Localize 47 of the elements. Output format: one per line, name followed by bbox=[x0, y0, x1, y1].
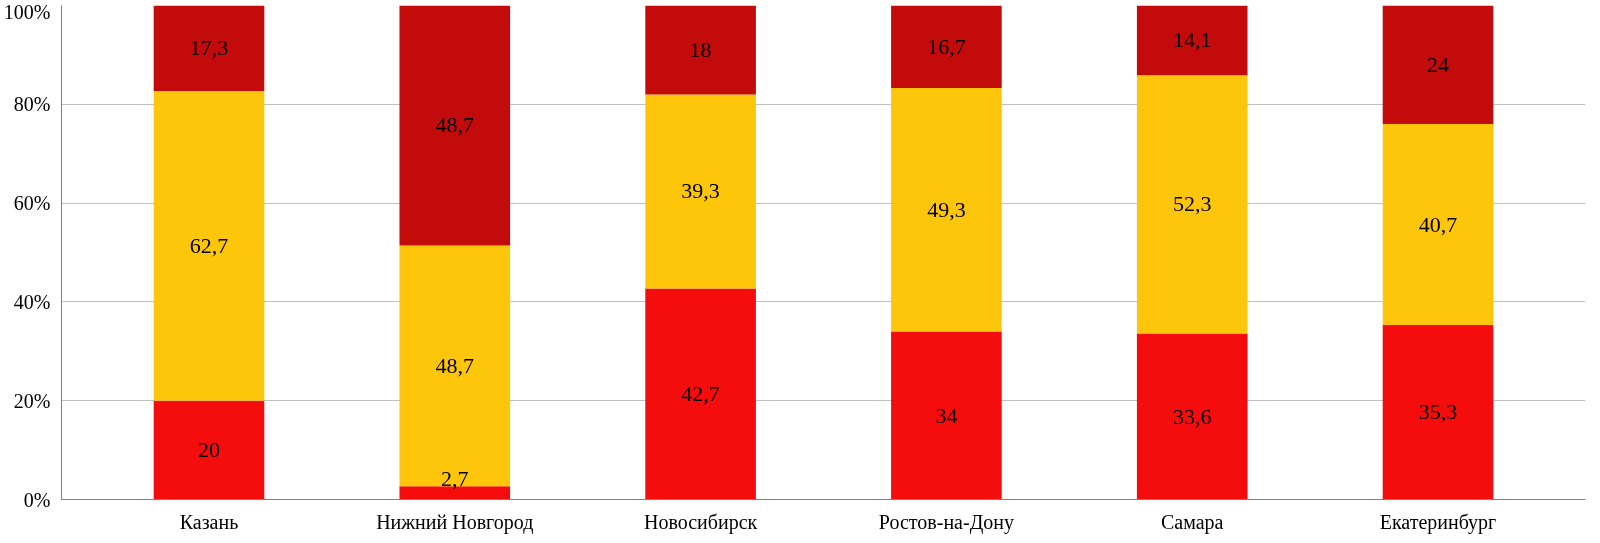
bar bbox=[891, 331, 1002, 500]
data-label: 18 bbox=[689, 36, 712, 62]
bar bbox=[645, 94, 756, 289]
y-tick-label: 20% bbox=[13, 389, 51, 412]
x-tick-label: Казань bbox=[179, 510, 239, 533]
data-label: 48,7 bbox=[435, 352, 475, 378]
bar bbox=[645, 288, 756, 500]
bar bbox=[1136, 5, 1248, 76]
data-label: 14,1 bbox=[1172, 27, 1212, 53]
x-tick-label: Ростов-на-Дону bbox=[878, 510, 1014, 534]
y-tick-label: 80% bbox=[13, 93, 51, 116]
bar bbox=[1382, 325, 1494, 500]
y-tick-label: 60% bbox=[13, 192, 51, 215]
bar bbox=[645, 5, 756, 95]
bar bbox=[153, 400, 265, 500]
data-label: 17,3 bbox=[189, 35, 229, 61]
data-label: 35,3 bbox=[1418, 399, 1458, 425]
data-label: 2,7 bbox=[441, 466, 469, 492]
data-label: 39,3 bbox=[681, 178, 720, 204]
bar bbox=[891, 5, 1002, 88]
y-tick-label: 0% bbox=[23, 488, 51, 511]
x-tick-label: Самара bbox=[1160, 510, 1224, 534]
data-label: 40,7 bbox=[1418, 211, 1458, 237]
data-label: 33,6 bbox=[1172, 403, 1212, 429]
bar bbox=[399, 245, 511, 487]
bar bbox=[1136, 333, 1248, 500]
x-tick-label: Нижний Новгород bbox=[376, 510, 534, 534]
data-label: 16,7 bbox=[927, 33, 966, 59]
bar bbox=[399, 5, 511, 246]
data-label: 24 bbox=[1427, 51, 1450, 77]
data-label: 62,7 bbox=[189, 232, 229, 258]
x-tick-label: Екатеринбург bbox=[1379, 510, 1497, 534]
bar bbox=[891, 88, 1002, 332]
y-tick-label: 40% bbox=[13, 290, 51, 313]
bar bbox=[153, 5, 265, 91]
bar bbox=[1382, 124, 1494, 326]
data-label: 34 bbox=[935, 402, 958, 428]
data-label: 49,3 bbox=[927, 196, 966, 222]
bar bbox=[153, 90, 265, 401]
bar bbox=[1136, 75, 1248, 334]
data-label: 20 bbox=[197, 437, 220, 463]
x-tick-label: Новосибирск bbox=[643, 510, 758, 534]
bar bbox=[1382, 5, 1494, 125]
data-label: 52,3 bbox=[1172, 191, 1212, 217]
data-label: 42,7 bbox=[681, 381, 720, 407]
y-tick-label: 100% bbox=[3, 0, 51, 23]
data-label: 48,7 bbox=[435, 112, 475, 138]
